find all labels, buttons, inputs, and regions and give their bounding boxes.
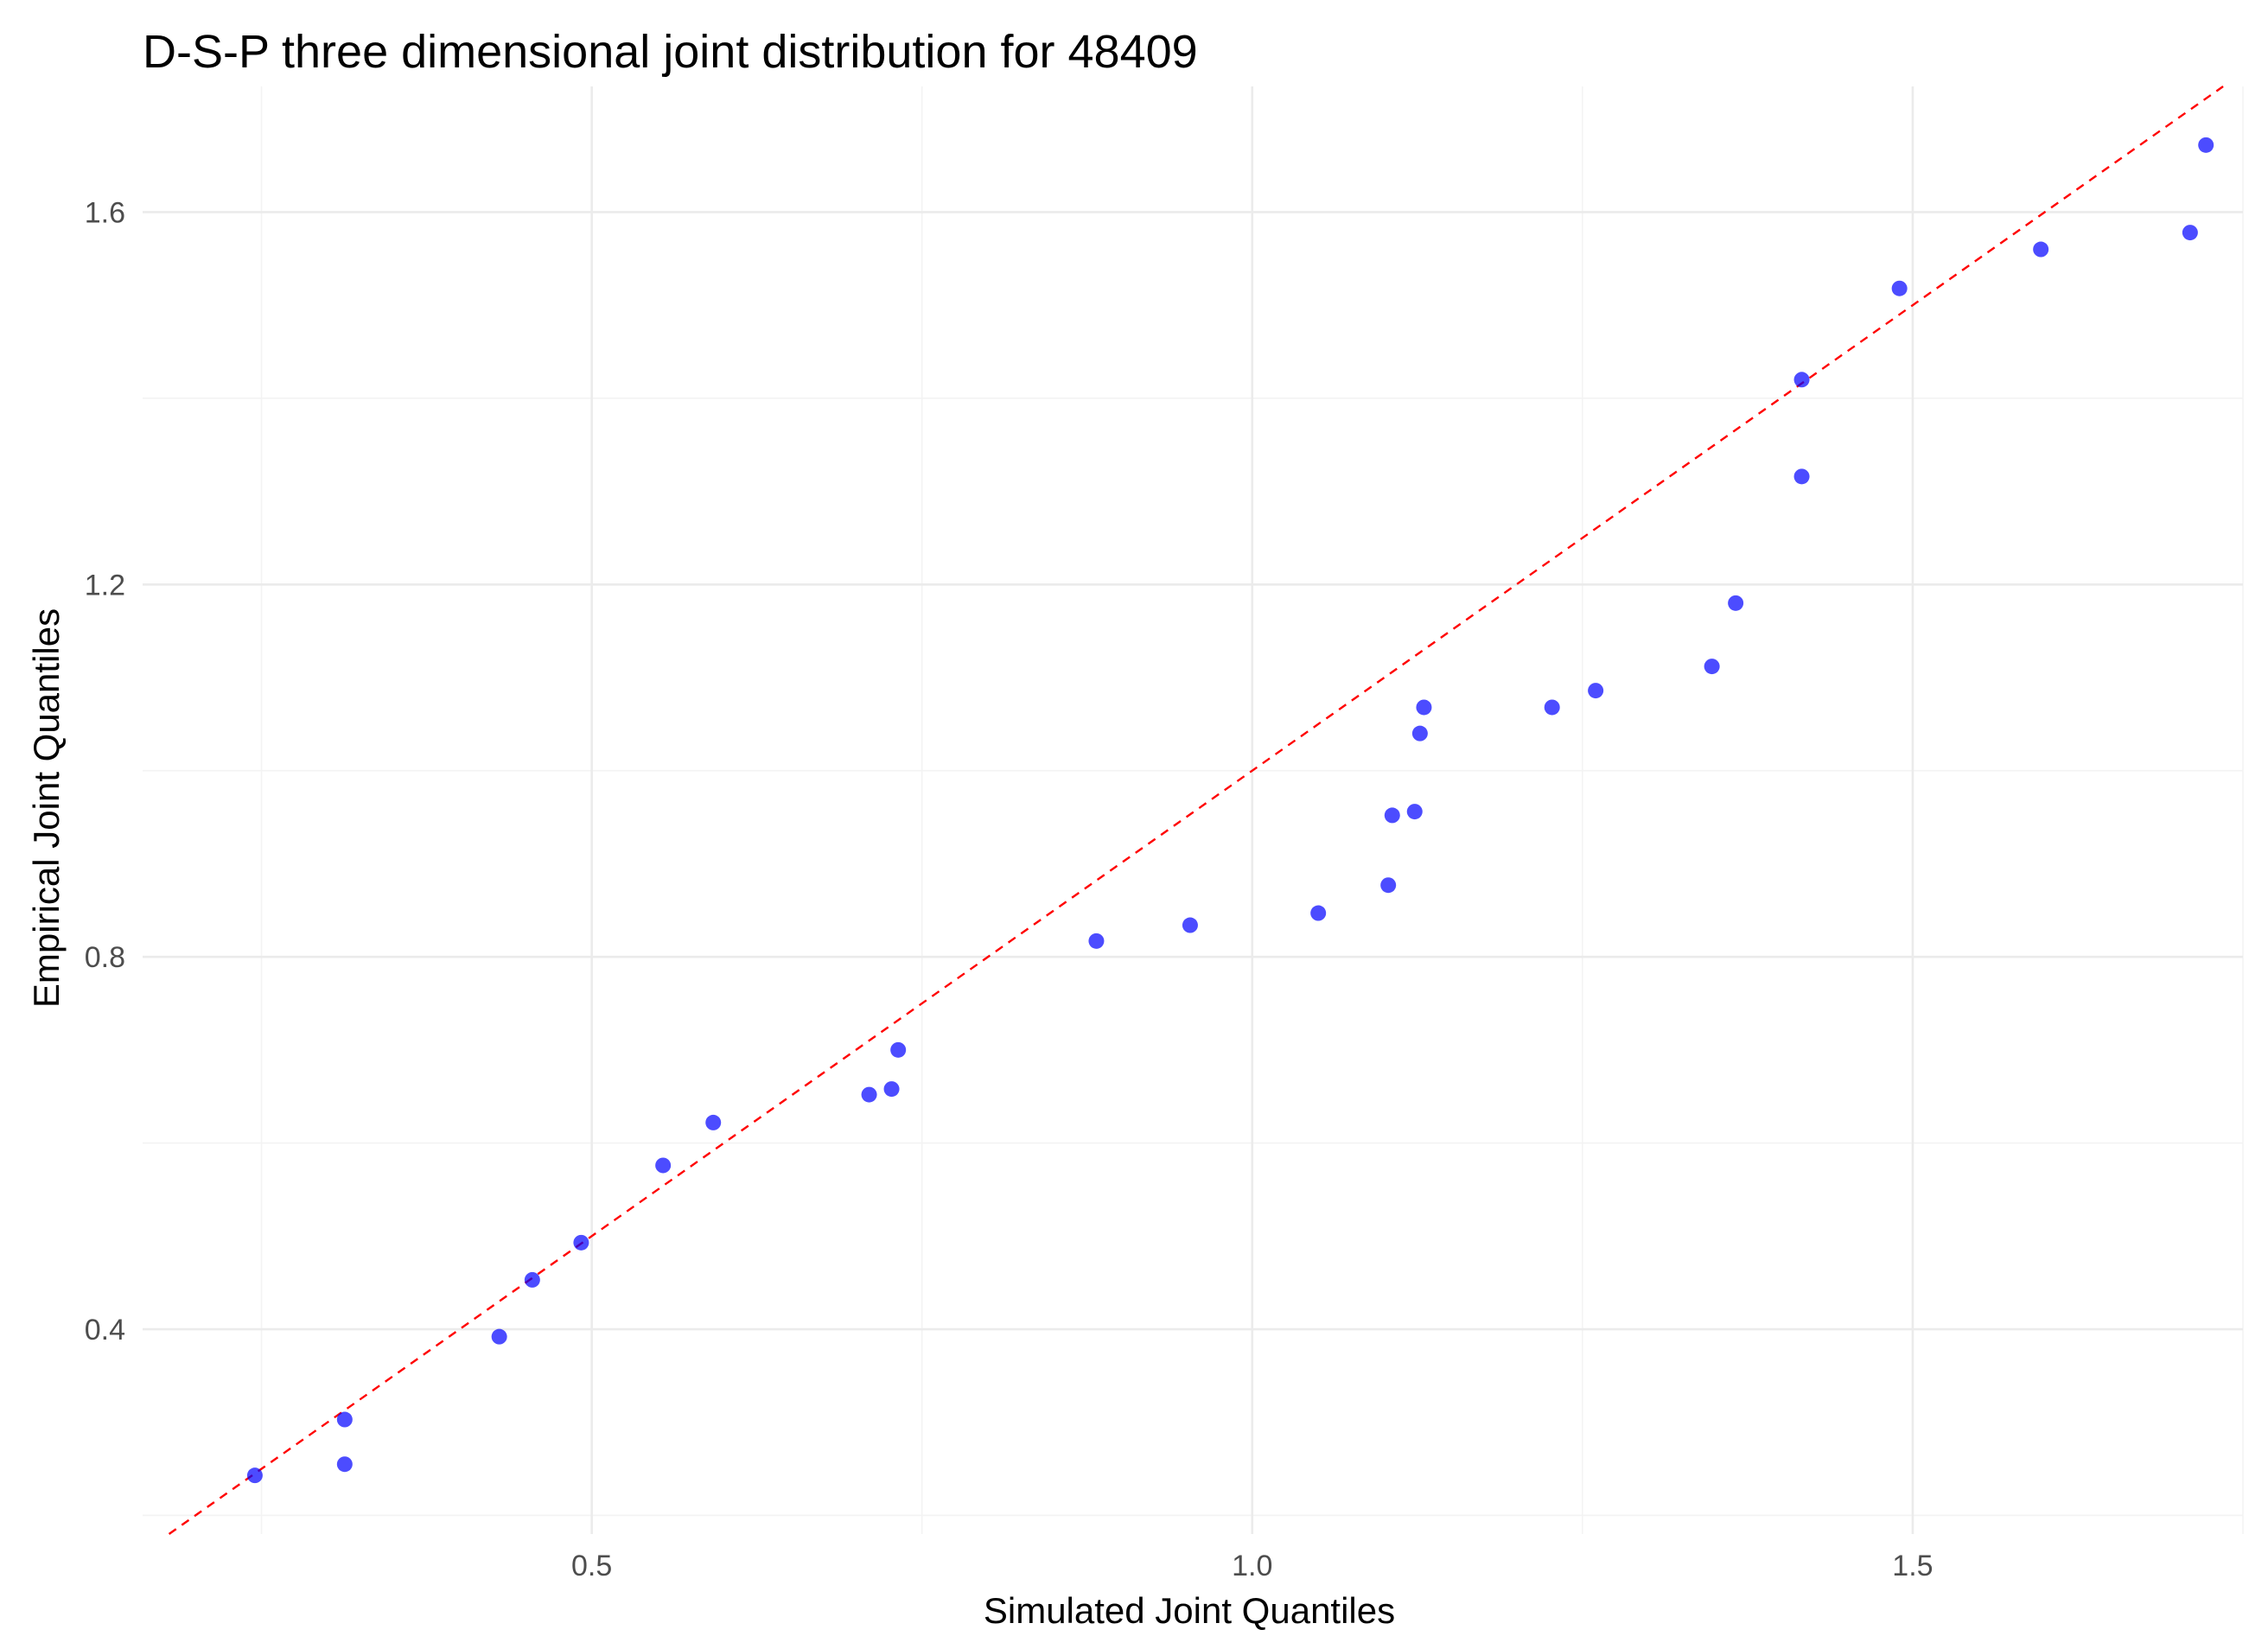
data-point xyxy=(1793,372,1810,388)
data-point xyxy=(2033,241,2049,258)
data-point xyxy=(890,1041,907,1058)
data-points xyxy=(246,137,2214,1484)
data-point xyxy=(655,1157,672,1174)
data-point xyxy=(1544,699,1560,716)
data-point xyxy=(1891,280,1908,296)
data-point xyxy=(573,1234,589,1251)
minor-grid xyxy=(143,86,2244,1534)
x-tick-label: 1.0 xyxy=(1232,1550,1272,1582)
data-point xyxy=(2182,225,2198,241)
data-point xyxy=(491,1328,507,1345)
x-axis-title: Simulated Joint Quantiles xyxy=(984,1590,1395,1631)
y-tick-labels: 0.4 0.8 1.2 1.6 xyxy=(85,196,125,1346)
data-point xyxy=(1793,468,1810,485)
data-point xyxy=(1182,917,1198,933)
data-point xyxy=(1406,804,1423,820)
data-point xyxy=(1380,877,1397,894)
data-point xyxy=(1310,905,1327,921)
x-tick-label: 1.5 xyxy=(1892,1550,1933,1582)
data-point xyxy=(1728,595,1744,611)
y-tick-label: 1.2 xyxy=(85,569,125,602)
data-point xyxy=(1704,659,1720,675)
reference-line xyxy=(168,86,2224,1535)
data-point xyxy=(861,1086,877,1103)
data-point xyxy=(246,1467,263,1484)
y-axis-title: Empirical Joint Quantiles xyxy=(26,608,67,1008)
y-tick-label: 1.6 xyxy=(85,196,125,229)
data-point xyxy=(705,1114,722,1130)
data-point xyxy=(1088,933,1105,949)
chart-title: D-S-P three dimensional joint distributi… xyxy=(143,26,1198,78)
data-point xyxy=(1588,683,1604,699)
x-tick-label: 0.5 xyxy=(571,1550,612,1582)
data-point xyxy=(336,1411,353,1428)
y-tick-label: 0.4 xyxy=(85,1314,125,1346)
major-grid xyxy=(143,86,2243,1534)
x-tick-labels: 0.5 1.0 1.5 xyxy=(571,1550,1934,1582)
data-point xyxy=(1416,699,1432,716)
data-point xyxy=(524,1271,540,1288)
data-point xyxy=(1411,725,1428,742)
data-point xyxy=(336,1456,353,1473)
data-point xyxy=(883,1081,900,1098)
data-point xyxy=(1384,807,1400,824)
y-tick-label: 0.8 xyxy=(85,941,125,974)
data-point xyxy=(2198,137,2214,153)
